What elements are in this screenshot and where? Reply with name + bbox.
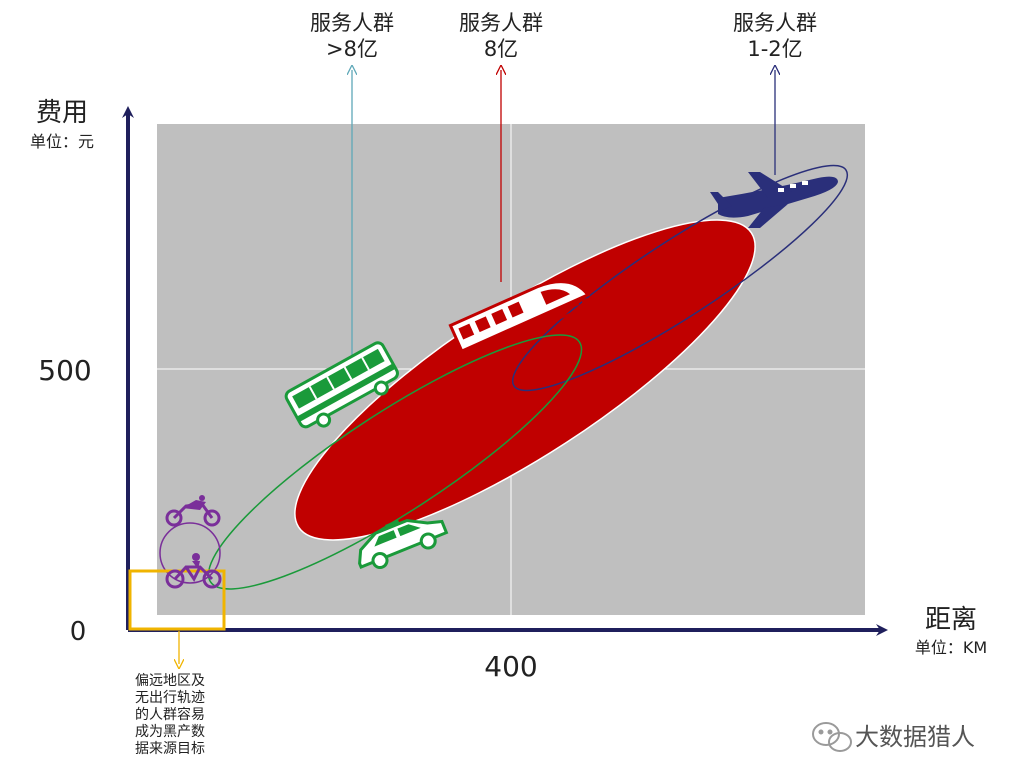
bus-icon [284, 341, 399, 429]
airplane-icon [710, 172, 838, 228]
remote-note-line-3: 的人群容易 [135, 706, 205, 723]
y-axis-title: 费用 [36, 98, 88, 128]
x-tick-400: 400 [484, 650, 537, 683]
y-axis-unit: 单位：元 [30, 132, 94, 151]
watermark-text: 大数据猎人 [855, 723, 975, 751]
remote-note-line-5: 据来源目标 [135, 741, 205, 757]
train-icon [448, 280, 593, 362]
service-bus-label: 服务人群 [310, 11, 394, 35]
x-axis-unit: 单位：KM [915, 638, 987, 657]
remote-note-line-4: 成为黑产数 [135, 724, 205, 740]
bus-range-ellipse [207, 334, 583, 590]
service-train-label: 服务人群 [459, 11, 543, 35]
wechat-icon [812, 722, 852, 752]
taxi-icon [358, 518, 449, 570]
service-train-count: 8亿 [484, 37, 518, 61]
plane-range-ellipse [511, 164, 849, 392]
service-plane-label: 服务人群 [733, 11, 817, 35]
bicycle-icon [165, 553, 222, 589]
watermark: 大数据猎人 [812, 722, 975, 752]
motorcycle-icon [165, 495, 221, 527]
remote-note-line-2: 无出行轨迹 [135, 690, 205, 706]
x-axis-title: 距离 [925, 605, 977, 635]
service-plane-count: 1-2亿 [747, 37, 802, 61]
remote-note-line-1: 偏远地区及 [135, 673, 205, 689]
service-bus-count: >8亿 [326, 37, 378, 61]
origin-label: 0 [70, 617, 87, 647]
y-tick-500: 500 [38, 354, 91, 387]
bicycle-range-circle [159, 522, 221, 584]
